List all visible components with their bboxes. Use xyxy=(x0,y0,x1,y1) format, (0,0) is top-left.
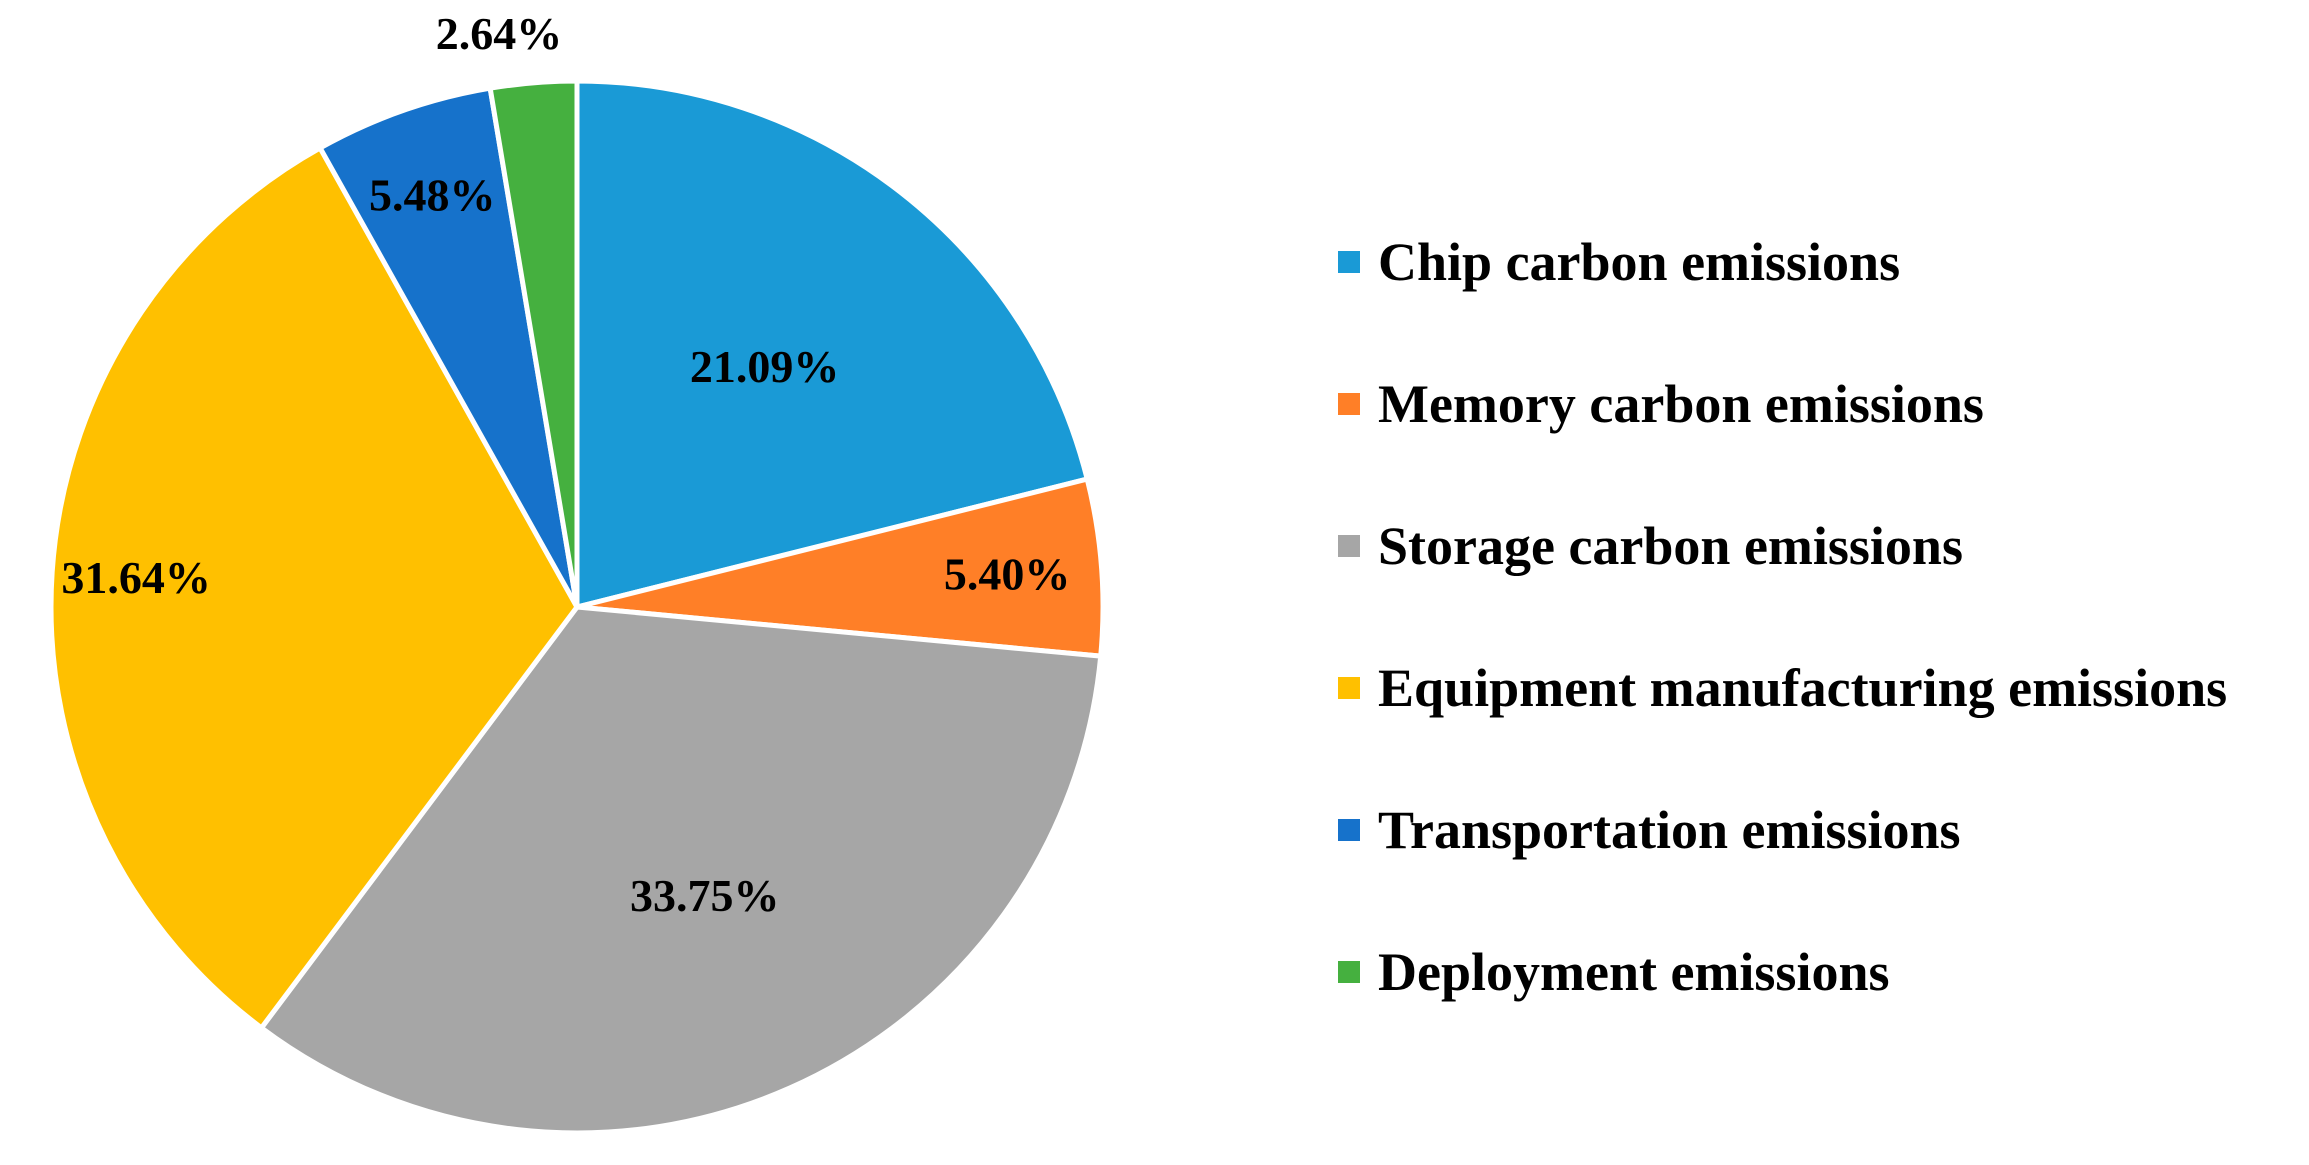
legend-label: Storage carbon emissions xyxy=(1378,516,1963,576)
legend-swatch xyxy=(1338,393,1360,415)
slice-data-label: 2.64% xyxy=(436,8,563,59)
legend-label: Transportation emissions xyxy=(1378,800,1961,860)
legend-label: Memory carbon emissions xyxy=(1378,374,1984,434)
legend-item: Deployment emissions xyxy=(1338,942,1890,1002)
legend-label: Chip carbon emissions xyxy=(1378,232,1900,292)
pie-slice-2 xyxy=(574,476,1106,659)
legend: Chip carbon emissions Memory carbon emiss… xyxy=(1338,232,2227,1002)
slice-data-label: 5.40% xyxy=(944,549,1071,600)
pie-slice-labels: 21.09% 5.40% 33.75% 31.64% 5.48% 2.64% xyxy=(61,8,1070,921)
legend-swatch xyxy=(1338,819,1360,841)
pie-slice-3 xyxy=(258,604,1104,1136)
legend-swatch xyxy=(1338,535,1360,557)
legend-swatch xyxy=(1338,251,1360,273)
legend-item: Memory carbon emissions xyxy=(1338,374,1984,434)
legend-item: Storage carbon emissions xyxy=(1338,516,1963,576)
slice-data-label: 31.64% xyxy=(61,552,211,603)
legend-swatch xyxy=(1338,961,1360,983)
pie-slice-4 xyxy=(48,145,580,1031)
pie-slice-5 xyxy=(317,85,580,610)
pie-slices xyxy=(48,78,1106,1136)
slice-data-label: 5.48% xyxy=(369,170,496,221)
pie-slice-1 xyxy=(574,78,1090,610)
legend-item: Equipment manufacturing emissions xyxy=(1338,658,2227,718)
legend-label: Equipment manufacturing emissions xyxy=(1378,658,2227,718)
pie-slice-6 xyxy=(487,78,580,610)
slice-data-label: 21.09% xyxy=(690,341,840,392)
legend-swatch xyxy=(1338,677,1360,699)
legend-label: Deployment emissions xyxy=(1378,942,1890,1002)
slice-data-label: 33.75% xyxy=(630,870,780,921)
legend-item: Chip carbon emissions xyxy=(1338,232,1900,292)
legend-item: Transportation emissions xyxy=(1338,800,1961,860)
